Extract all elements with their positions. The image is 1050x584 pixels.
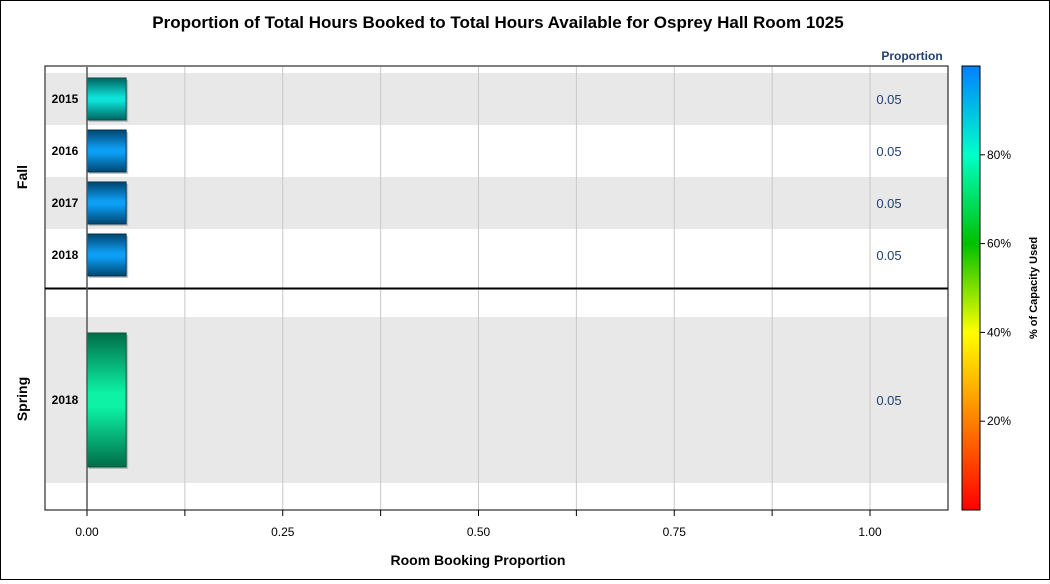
colorbar-tick-label: 60%: [987, 237, 1011, 251]
row-band: [46, 317, 948, 483]
group-label: Fall: [14, 165, 30, 189]
value-label: 0.05: [876, 144, 901, 159]
row-label: 2017: [52, 196, 79, 210]
row-label: 2018: [52, 248, 79, 262]
value-column-header: Proportion: [881, 49, 942, 63]
value-label: 0.05: [876, 248, 901, 263]
colorbar-tick-label: 40%: [987, 325, 1011, 339]
colorbar-tick-label: 80%: [987, 148, 1011, 162]
bar: [86, 129, 127, 173]
chart-title: Proportion of Total Hours Booked to Tota…: [152, 13, 843, 32]
value-label: 0.05: [876, 92, 901, 107]
x-tick-label: 0.50: [467, 525, 491, 539]
bar: [86, 233, 127, 277]
row-label: 2015: [52, 92, 79, 106]
row-band: [46, 177, 948, 229]
x-tick-label: 1.00: [858, 525, 882, 539]
x-tick-label: 0.25: [271, 525, 295, 539]
x-tick-label: 0.00: [75, 525, 99, 539]
group-label: Spring: [14, 377, 30, 421]
value-label: 0.05: [876, 196, 901, 211]
row-label: 2016: [52, 144, 79, 158]
colorbar-tick-label: 20%: [987, 414, 1011, 428]
x-tick-label: 0.75: [663, 525, 687, 539]
x-axis-label: Room Booking Proportion: [391, 552, 566, 568]
colorbar-rect: [961, 65, 981, 511]
row-band: [46, 73, 948, 125]
row-label: 2018: [52, 393, 79, 407]
bar: [86, 181, 127, 225]
bar: [86, 77, 127, 121]
colorbar-title: % of Capacity Used: [1028, 237, 1040, 339]
value-label: 0.05: [876, 393, 901, 408]
bar: [86, 332, 127, 468]
